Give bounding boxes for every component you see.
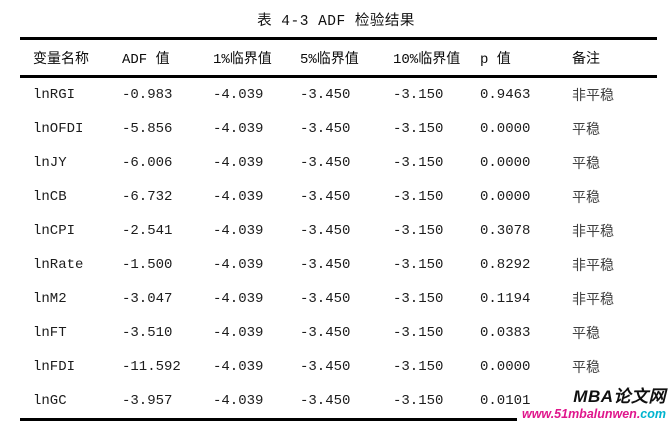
cell-crit-1pct: -4.039 [213,87,264,103]
cell-crit-5pct: -3.450 [300,189,351,205]
cell-p-value: 0.0383 [480,325,531,341]
table-row: lnFDI -11.592 -4.039 -3.450 -3.150 0.0000 平稳 [20,350,657,384]
cell-remark: 非平稳 [572,225,614,241]
cell-adf-value: -3.510 [122,325,173,341]
cell-crit-1pct: -4.039 [213,291,264,307]
cell-crit-5pct: -3.450 [300,325,351,341]
cell-crit-10pct: -3.150 [393,393,444,409]
cell-remark: 平稳 [572,191,600,207]
cell-crit-1pct: -4.039 [213,359,264,375]
cell-crit-1pct: -4.039 [213,121,264,137]
cell-adf-value: -6.006 [122,155,173,171]
cell-remark: 非平稳 [572,89,614,105]
cell-variable: lnRate [33,257,84,273]
table-row: lnCB -6.732 -4.039 -3.450 -3.150 0.0000 平稳 [20,180,657,214]
cell-crit-1pct: -4.039 [213,393,264,409]
cell-crit-5pct: -3.450 [300,359,351,375]
cell-variable: lnGC [33,393,67,409]
watermark-url: www.51mbalunwen.com [516,406,667,423]
table-row: lnJY -6.006 -4.039 -3.450 -3.150 0.0000 平稳 [20,146,657,180]
cell-adf-value: -3.047 [122,291,173,307]
cell-variable: lnJY [33,155,67,171]
header-cell-remark: 备注 [572,51,600,68]
header-cell-crit-1pct: 1%临界值 [213,51,272,68]
cell-crit-1pct: -4.039 [213,155,264,171]
header-cell-crit-10pct: 10%临界值 [393,51,461,68]
header-cell-variable: 变量名称 [33,51,89,68]
header-cell-p-value: p 值 [480,51,511,68]
cell-remark: 非平稳 [572,293,614,309]
cell-crit-10pct: -3.150 [393,121,444,137]
table-row: lnRate -1.500 -4.039 -3.450 -3.150 0.8292 非平稳 [20,248,657,282]
table-row: lnRGI -0.983 -4.039 -3.450 -3.150 0.9463 非平稳 [20,78,657,112]
cell-variable: lnFT [33,325,67,341]
watermark-site-name: MBA论文网 [569,387,667,407]
table-header-row: 变量名称 ADF 值 1%临界值 5%临界值 10%临界值 p 值 备注 [20,40,657,75]
header-cell-adf-value: ADF 值 [122,51,170,68]
cell-p-value: 0.0000 [480,155,531,171]
cell-variable: lnRGI [33,87,76,103]
cell-crit-10pct: -3.150 [393,189,444,205]
page-title: 表 4-3 ADF 检验结果 [257,14,415,30]
cell-p-value: 0.0000 [480,359,531,375]
header-cell-crit-5pct: 5%临界值 [300,51,359,68]
cell-variable: lnCB [33,189,67,205]
cell-variable: lnCPI [33,223,76,239]
cell-variable: lnM2 [33,291,67,307]
cell-crit-10pct: -3.150 [393,325,444,341]
cell-remark: 非平稳 [572,259,614,275]
cell-crit-5pct: -3.450 [300,257,351,273]
cell-crit-10pct: -3.150 [393,223,444,239]
table-row: lnM2 -3.047 -4.039 -3.450 -3.150 0.1194 非平稳 [20,282,657,316]
cell-crit-1pct: -4.039 [213,257,264,273]
table-row: lnOFDI -5.856 -4.039 -3.450 -3.150 0.0000 平稳 [20,112,657,146]
watermark-url-suffix: com [640,406,666,421]
watermark-url-prefix: www.51mbalunwen. [521,406,641,421]
table-row: lnCPI -2.541 -4.039 -3.450 -3.150 0.3078 非平稳 [20,214,657,248]
cell-p-value: 0.1194 [480,291,531,307]
cell-adf-value: -0.983 [122,87,173,103]
cell-p-value: 0.0101 [480,393,531,409]
cell-adf-value: -3.957 [122,393,173,409]
watermark: MBA论文网 www.51mbalunwen.com [516,387,667,423]
table-body: lnRGI -0.983 -4.039 -3.450 -3.150 0.9463 非平稳 ln… [20,78,657,418]
cell-remark: 平稳 [572,123,600,139]
cell-crit-5pct: -3.450 [300,155,351,171]
table-bottom-rule [20,418,657,421]
cell-variable: lnOFDI [33,121,84,137]
cell-crit-5pct: -3.450 [300,223,351,239]
cell-remark: 平稳 [572,361,600,377]
cell-adf-value: -1.500 [122,257,173,273]
table-header-rule [20,75,657,78]
cell-remark: 平稳 [572,157,600,173]
cell-crit-10pct: -3.150 [393,291,444,307]
cell-adf-value: -11.592 [122,359,181,375]
cell-variable: lnFDI [33,359,76,375]
cell-crit-5pct: -3.450 [300,393,351,409]
cell-p-value: 0.8292 [480,257,531,273]
table-top-rule [20,37,657,40]
cell-crit-5pct: -3.450 [300,87,351,103]
cell-crit-5pct: -3.450 [300,291,351,307]
cell-crit-10pct: -3.150 [393,257,444,273]
cell-p-value: 0.9463 [480,87,531,103]
cell-crit-1pct: -4.039 [213,189,264,205]
cell-crit-10pct: -3.150 [393,155,444,171]
cell-adf-value: -2.541 [122,223,173,239]
cell-crit-1pct: -4.039 [213,223,264,239]
cell-adf-value: -6.732 [122,189,173,205]
cell-crit-10pct: -3.150 [393,359,444,375]
cell-p-value: 0.0000 [480,189,531,205]
cell-p-value: 0.3078 [480,223,531,239]
cell-adf-value: -5.856 [122,121,173,137]
cell-remark: 平稳 [572,327,600,343]
cell-crit-5pct: -3.450 [300,121,351,137]
table-row: lnFT -3.510 -4.039 -3.450 -3.150 0.0383 平稳 [20,316,657,350]
cell-p-value: 0.0000 [480,121,531,137]
cell-crit-1pct: -4.039 [213,325,264,341]
cell-crit-10pct: -3.150 [393,87,444,103]
